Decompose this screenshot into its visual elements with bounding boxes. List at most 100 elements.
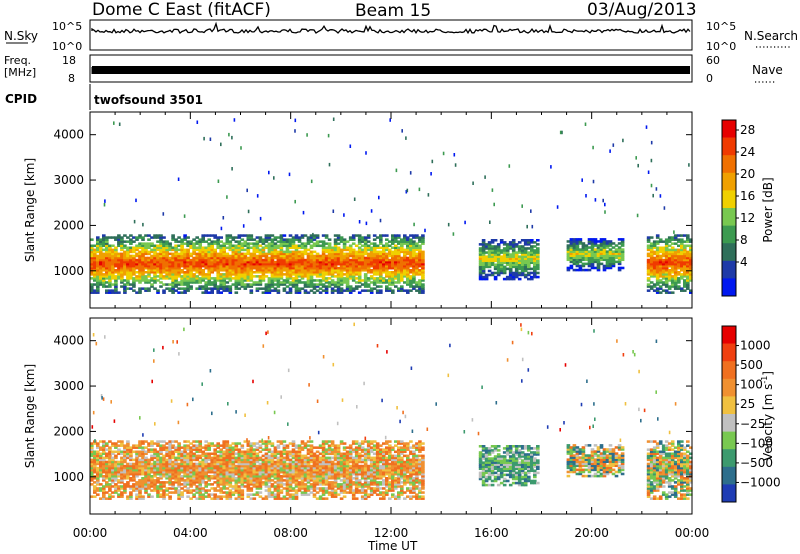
echo-cell: [336, 260, 341, 264]
echo-cell: [90, 252, 94, 256]
echo-cell: [363, 283, 368, 286]
echo-cell: [123, 450, 127, 454]
echo-cell: [168, 468, 172, 472]
echo-cell: [415, 266, 419, 270]
echo-cell: [279, 248, 284, 252]
echo-cell: [219, 273, 224, 276]
echo-cell: [246, 273, 251, 276]
echo-cell: [207, 468, 212, 472]
echo-cell: [328, 162, 331, 167]
echo-cell: [533, 275, 537, 279]
echo-cell: [517, 257, 522, 260]
echo-cell: [216, 252, 221, 256]
echo-cell: [294, 273, 299, 276]
echo-cell: [231, 464, 236, 468]
echo-cell: [249, 291, 254, 294]
echo-cell: [207, 242, 212, 245]
echo-cell: [379, 271, 383, 274]
echo-cell: [156, 440, 160, 443]
echo-cell: [667, 287, 672, 290]
echo-cell: [321, 262, 326, 266]
echo-cell: [327, 273, 332, 276]
echo-cell: [192, 269, 196, 272]
echo-cell: [111, 264, 115, 268]
echo-cell: [673, 262, 678, 266]
echo-cell: [324, 289, 329, 292]
echo-cell: [605, 252, 610, 255]
echo-cell: [351, 262, 356, 266]
echo-cell: [605, 244, 610, 247]
echo-cell: [156, 260, 160, 264]
echo-cell: [249, 289, 254, 292]
echo-cell: [351, 258, 356, 262]
echo-cell: [478, 243, 483, 246]
echo-cell: [279, 281, 284, 284]
echo-cell: [273, 275, 278, 278]
echo-cell: [111, 275, 115, 278]
echo-cell: [138, 260, 142, 264]
echo-cell: [153, 487, 157, 490]
echo-cell: [258, 477, 263, 480]
echo-cell: [406, 277, 410, 280]
echo-cell: [276, 489, 281, 492]
echo-cell: [333, 234, 338, 237]
echo-cell: [276, 291, 281, 294]
echo-cell: [499, 267, 504, 271]
echo-cell: [285, 246, 290, 250]
echo-cell: [225, 448, 230, 451]
echo-cell: [216, 485, 221, 488]
echo-cell: [327, 283, 332, 286]
echo-cell: [156, 485, 160, 488]
echo-cell: [372, 238, 377, 241]
echo-cell: [279, 262, 284, 266]
echo-cell: [108, 269, 112, 272]
echo-cell: [129, 246, 133, 250]
echo-cell: [132, 475, 136, 478]
echo-cell: [291, 252, 296, 256]
echo-cell: [309, 244, 314, 248]
echo-cell: [689, 244, 693, 248]
echo-cell: [499, 251, 504, 254]
echo-cell: [412, 287, 416, 290]
echo-cell: [156, 462, 160, 466]
echo-cell: [150, 256, 154, 260]
echo-cell: [240, 234, 245, 237]
echo-cell: [216, 254, 221, 258]
echo-cell: [207, 250, 212, 254]
echo-cell: [379, 266, 383, 270]
echo-cell: [360, 289, 365, 292]
echo-cell: [394, 273, 398, 276]
echo-cell: [587, 268, 592, 272]
echo-cell: [382, 266, 386, 270]
echo-cell: [673, 236, 678, 239]
echo-cell: [581, 254, 586, 258]
echo-cell: [358, 220, 361, 224]
echo-cell: [210, 287, 215, 290]
echo-cell: [99, 262, 103, 266]
echo-cell: [93, 273, 97, 276]
echo-cell: [279, 254, 284, 258]
echo-cell: [96, 287, 100, 290]
echo-cell: [219, 279, 224, 282]
echo-cell: [114, 477, 118, 480]
echo-cell: [581, 248, 586, 251]
echo-cell: [336, 234, 341, 237]
echo-cell: [584, 244, 589, 247]
echo-cell: [183, 260, 187, 264]
echo-cell: [508, 257, 513, 260]
echo-cell: [186, 458, 190, 462]
echo-cell: [108, 236, 112, 239]
echo-cell: [370, 209, 373, 213]
echo-cell: [174, 273, 178, 276]
echo-cell: [120, 495, 124, 498]
echo-cell: [559, 130, 562, 135]
echo-cell: [511, 249, 516, 252]
echo-cell: [282, 254, 287, 258]
echo-cell: [162, 269, 166, 272]
echo-cell: [273, 289, 278, 292]
echo-cell: [421, 266, 425, 270]
echo-cell: [210, 289, 215, 292]
echo-cell: [258, 258, 263, 262]
echo-cell: [189, 468, 193, 472]
echo-cell: [273, 283, 278, 286]
